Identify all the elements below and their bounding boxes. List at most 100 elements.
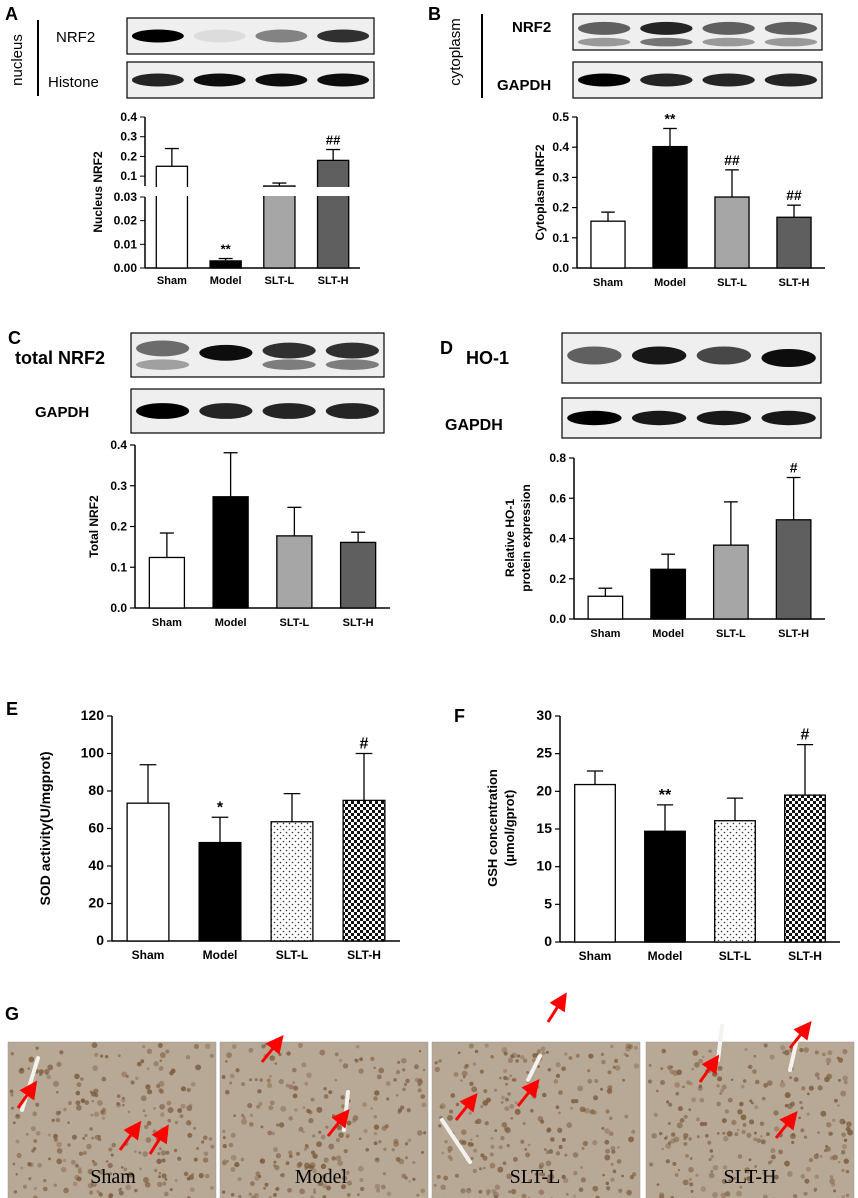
stained-nucleus xyxy=(74,1073,80,1080)
stained-nucleus xyxy=(295,1151,301,1156)
stained-nucleus xyxy=(159,1089,164,1094)
stained-nucleus xyxy=(139,1167,142,1171)
stained-nucleus xyxy=(272,1163,277,1168)
stained-nucleus xyxy=(12,1162,16,1166)
stained-nucleus xyxy=(443,1175,449,1181)
stained-nucleus xyxy=(125,1074,129,1078)
x-tick-label: Model xyxy=(215,617,247,629)
stained-nucleus xyxy=(762,1194,768,1198)
panel-letter-d: D xyxy=(440,338,453,358)
stained-nucleus xyxy=(117,1054,121,1058)
blot-b-gapdh-band xyxy=(702,73,755,87)
stained-nucleus xyxy=(260,1159,264,1163)
stained-nucleus xyxy=(763,1043,768,1048)
stained-nucleus xyxy=(269,1100,275,1106)
stained-nucleus xyxy=(465,1188,472,1194)
stained-nucleus xyxy=(209,1053,215,1059)
stained-nucleus xyxy=(247,1102,253,1109)
stained-nucleus xyxy=(842,1075,848,1081)
stained-nucleus xyxy=(741,1129,746,1135)
stained-nucleus xyxy=(153,1107,156,1110)
stained-nucleus xyxy=(53,1080,60,1087)
stained-nucleus xyxy=(404,1176,408,1180)
stained-nucleus xyxy=(370,1107,373,1110)
chart-c: 0.0 0.1 0.2 0.3 0.4 Sham Model SLT-L SLT-H Total … xyxy=(87,438,390,629)
stained-nucleus xyxy=(614,1065,621,1071)
stained-nucleus xyxy=(160,1150,167,1156)
stained-nucleus xyxy=(322,1183,327,1189)
stained-nucleus xyxy=(605,1148,611,1154)
red-arrow xyxy=(698,1054,720,1083)
blot-b-nrf2-band xyxy=(640,21,693,35)
stained-nucleus xyxy=(503,1126,510,1132)
bar-model xyxy=(198,841,242,942)
stained-nucleus xyxy=(287,1187,292,1193)
stained-nucleus xyxy=(35,1046,39,1050)
stained-nucleus xyxy=(447,1149,452,1154)
stained-nucleus xyxy=(507,1092,511,1096)
stained-nucleus xyxy=(531,1093,537,1099)
stained-nucleus xyxy=(782,1051,785,1054)
stained-nucleus xyxy=(447,1114,453,1121)
x-tick-label: Sham xyxy=(132,948,165,962)
stained-nucleus xyxy=(550,1137,555,1142)
stained-nucleus xyxy=(564,1153,568,1157)
bar-sham xyxy=(574,783,616,943)
stained-nucleus xyxy=(319,1049,326,1056)
stained-nucleus xyxy=(498,1076,502,1080)
stained-nucleus xyxy=(733,1177,736,1180)
stained-nucleus xyxy=(275,1123,280,1127)
stained-nucleus xyxy=(352,1115,359,1121)
stained-nucleus xyxy=(555,1151,561,1156)
stained-nucleus xyxy=(169,1188,173,1192)
stained-nucleus xyxy=(342,1169,346,1173)
stained-nucleus xyxy=(691,1097,697,1103)
stained-nucleus xyxy=(201,1140,205,1144)
y-tick-label: 0.0 xyxy=(549,612,566,626)
stained-nucleus xyxy=(179,1114,184,1118)
stained-nucleus xyxy=(160,1112,165,1117)
stained-nucleus xyxy=(610,1162,614,1167)
stained-nucleus xyxy=(413,1064,419,1070)
stained-nucleus xyxy=(527,1143,531,1147)
stained-nucleus xyxy=(423,1131,427,1135)
stained-nucleus xyxy=(297,1161,303,1167)
stained-nucleus xyxy=(659,1080,666,1086)
stained-nucleus xyxy=(846,1121,852,1127)
stained-nucleus xyxy=(118,1189,121,1192)
stained-nucleus xyxy=(823,1149,828,1153)
stained-nucleus xyxy=(374,1183,381,1190)
stained-nucleus xyxy=(363,1128,368,1134)
stained-nucleus xyxy=(607,1070,612,1075)
stained-nucleus xyxy=(267,1130,273,1136)
stained-nucleus xyxy=(720,1088,724,1093)
stained-nucleus xyxy=(817,1131,820,1134)
stained-nucleus xyxy=(543,1148,547,1151)
stained-nucleus xyxy=(203,1151,209,1157)
stained-nucleus xyxy=(722,1165,728,1170)
stained-nucleus xyxy=(525,1152,531,1158)
stained-nucleus xyxy=(842,1049,848,1055)
stained-nucleus xyxy=(190,1081,196,1087)
stained-nucleus xyxy=(836,1056,840,1060)
stained-nucleus xyxy=(506,1143,510,1148)
stained-nucleus xyxy=(202,1135,208,1141)
stained-nucleus xyxy=(845,1126,851,1132)
bar-slt-l xyxy=(714,196,750,269)
red-arrow xyxy=(516,1078,540,1107)
stained-nucleus xyxy=(707,1140,712,1145)
stained-nucleus xyxy=(799,1100,803,1105)
stained-nucleus xyxy=(790,1133,796,1140)
bar-sham xyxy=(155,165,189,269)
stained-nucleus xyxy=(491,1188,497,1194)
stained-nucleus xyxy=(800,1128,805,1133)
stained-nucleus xyxy=(235,1068,240,1073)
stained-nucleus xyxy=(393,1078,397,1082)
stained-nucleus xyxy=(688,1137,692,1141)
stained-nucleus xyxy=(511,1052,518,1059)
stained-nucleus xyxy=(156,1158,162,1165)
stained-nucleus xyxy=(82,1150,87,1155)
stained-nucleus xyxy=(793,1194,798,1198)
stained-nucleus xyxy=(158,1147,162,1151)
stained-nucleus xyxy=(158,1088,163,1093)
